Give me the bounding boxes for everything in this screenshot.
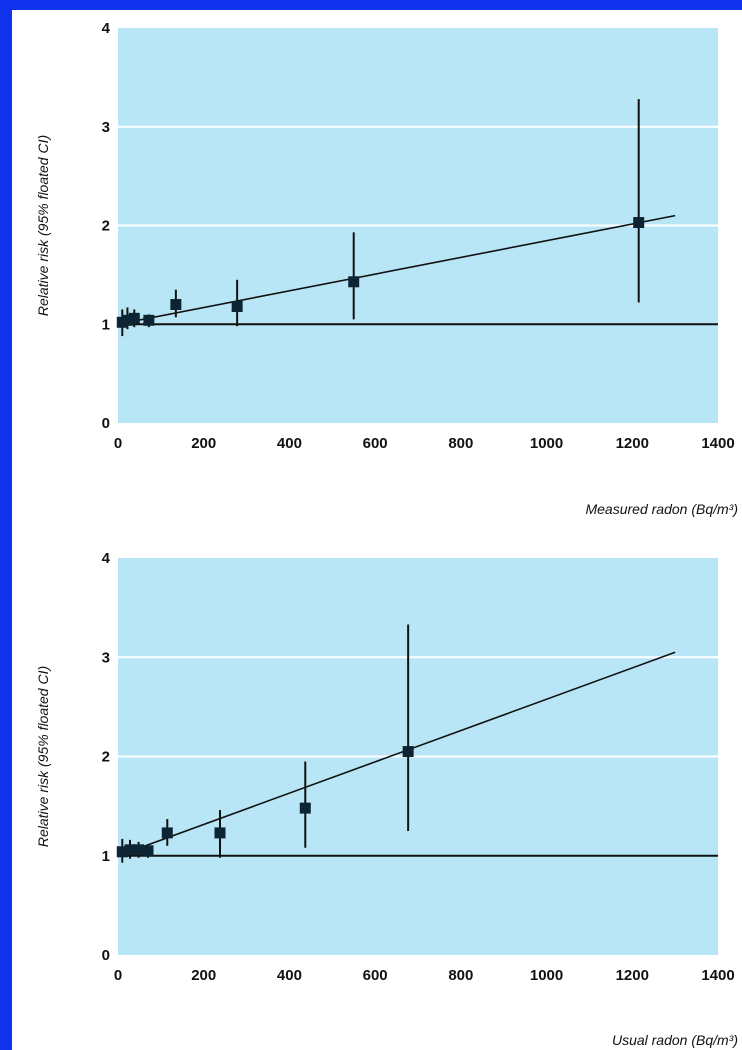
y-tick-label: 2 [102, 749, 110, 766]
fit-line [117, 214, 676, 326]
x-tick-label: 1200 [616, 435, 649, 452]
x-tick-label: 1000 [530, 967, 563, 984]
data-point [214, 827, 226, 839]
x-tick-label: 200 [191, 967, 216, 984]
chart-panel-1: 0 1 2 3 4 0 200 400 600 800 1000 1200 1400 Relative r… [35, 20, 738, 517]
x-axis-label: Usual radon (Bq/m³) [612, 1032, 738, 1048]
data-point [133, 844, 145, 856]
x-tick-label: 1400 [701, 435, 734, 452]
data-point [633, 217, 645, 229]
data-point [299, 802, 311, 814]
y-tick-label: 0 [102, 947, 110, 964]
y-tick-label: 1 [102, 848, 110, 865]
y-tick-label: 4 [102, 20, 111, 37]
y-tick-label: 4 [102, 550, 111, 567]
x-tick-label: 200 [191, 435, 216, 452]
x-tick-label: 0 [114, 967, 122, 984]
x-tick-label: 0 [114, 435, 122, 452]
x-axis-label: Measured radon (Bq/m³) [585, 501, 738, 517]
fit-line [117, 651, 676, 857]
x-tick-label: 600 [363, 967, 388, 984]
data-point [402, 746, 414, 758]
y-tick-label: 1 [102, 316, 110, 333]
y-axis-label: Relative risk (95% floated CI) [35, 135, 51, 316]
x-tick-label: 400 [277, 435, 302, 452]
x-tick-label: 1200 [616, 967, 649, 984]
y-tick-label: 0 [102, 415, 110, 432]
chart-panel-2: 0 1 2 3 4 0 200 400 600 800 1000 1200 1400 Relative r… [35, 550, 738, 1048]
data-point [170, 299, 182, 310]
y-axis-label: Relative risk (95% floated CI) [35, 666, 51, 847]
y-tick-label: 3 [102, 649, 110, 666]
data-point [116, 846, 128, 858]
data-point [121, 314, 133, 326]
x-tick-label: 1400 [701, 967, 734, 984]
x-tick-label: 600 [363, 435, 388, 452]
data-point [128, 312, 140, 324]
data-point [161, 827, 173, 839]
data-point [348, 276, 360, 288]
y-tick-label: 2 [102, 218, 110, 235]
x-tick-label: 1000 [530, 435, 563, 452]
data-point [142, 845, 154, 857]
data-point [143, 314, 155, 326]
y-tick-label: 3 [102, 119, 110, 136]
x-tick-label: 800 [448, 435, 473, 452]
data-point [124, 844, 136, 856]
x-tick-label: 400 [277, 967, 302, 984]
data-point [231, 300, 243, 312]
x-tick-label: 800 [448, 967, 473, 984]
